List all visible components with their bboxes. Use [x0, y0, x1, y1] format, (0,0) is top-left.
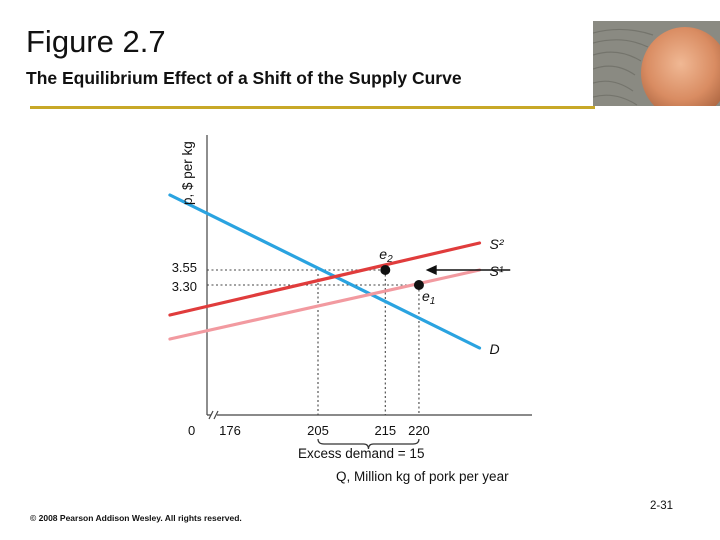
title-rule	[30, 106, 595, 109]
excess-demand-label: Excess demand = 15	[298, 446, 424, 461]
y-tick-label: 3.30	[172, 279, 197, 294]
equilibrium-label: e1	[422, 288, 435, 307]
slide-subtitle: The Equilibrium Effect of a Shift of the…	[26, 68, 462, 88]
curve-D	[168, 193, 482, 350]
curve-S¹	[168, 268, 482, 341]
chart-marks: e2 e1	[317, 246, 511, 450]
x-tick-label: 176	[219, 423, 241, 438]
chart-axes: 176 205 215 220 3.55 3.30	[172, 135, 532, 438]
curve-label: S²	[490, 236, 505, 252]
x-tick-label: 215	[374, 423, 396, 438]
page-number: 2-31	[650, 500, 674, 512]
axis-break-gap	[211, 410, 217, 420]
copyright-notice: © 2008 Pearson Addison Wesley. All right…	[30, 513, 242, 523]
chart-lines: D S² S¹	[168, 193, 505, 357]
curve-label: D	[490, 341, 500, 357]
equilibrium-label: e2	[379, 246, 393, 265]
curve-label: S¹	[490, 263, 504, 279]
axis-break-mark	[208, 410, 214, 420]
equilibrium-point	[413, 280, 424, 290]
origin-label: 0	[188, 423, 195, 438]
axis-break-mark	[213, 410, 219, 420]
dotted-guides	[207, 269, 420, 415]
x-axis-label: Q, Million kg of pork per year	[336, 469, 509, 484]
shift-arrowhead	[425, 265, 437, 275]
y-tick-label: 3.55	[172, 260, 197, 275]
x-tick-label: 205	[307, 423, 329, 438]
equilibrium-point	[380, 265, 391, 275]
slide-title: Figure 2.7	[26, 24, 166, 59]
curve-S²	[168, 241, 482, 317]
rock-image	[593, 21, 720, 106]
excess-demand-brace	[317, 438, 420, 450]
y-axis-label: p, $ per kg	[180, 141, 195, 205]
x-tick-label: 220	[408, 423, 430, 438]
